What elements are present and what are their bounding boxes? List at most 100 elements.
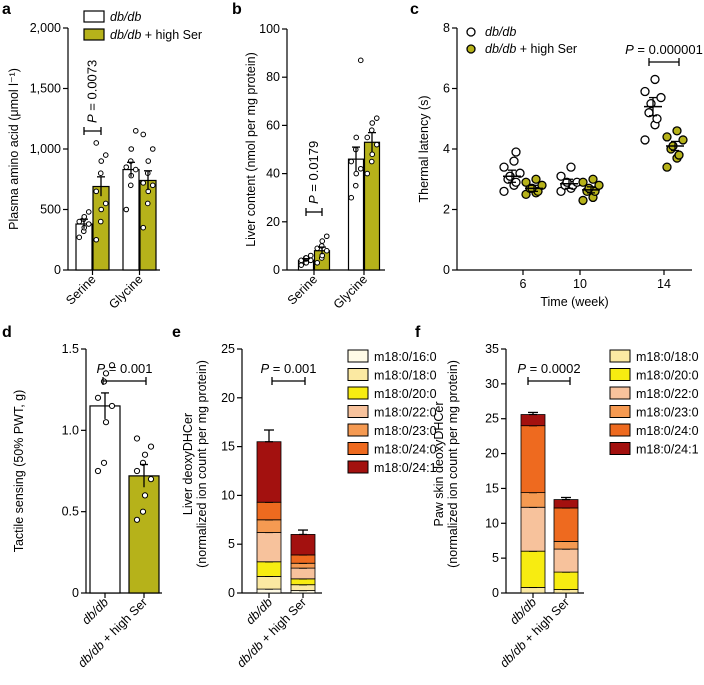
x-axis-label: Time (week) [540,295,608,309]
y-tick-label: 15 [221,440,235,454]
genotype: db/db [243,595,275,627]
bar-segment [256,532,282,563]
genotype: db/db [79,595,111,627]
bar-segment [290,562,316,569]
data-point [373,115,380,121]
y-tick-label: 1,500 [30,82,61,96]
p-value-label: P = 0.0179 [306,141,321,204]
data-point [147,476,155,483]
y-tick-label: 0 [72,586,79,600]
y-tick-label: 500 [40,203,61,217]
y-axis-label-line: (normalized ion count per mg protein) [446,360,460,568]
data-point [357,57,364,64]
legend-label: m18:0/20:0 [374,387,437,401]
y-tick-label: 60 [266,118,280,132]
data-point [140,180,147,186]
y-tick-label: 0.5 [62,505,79,519]
data-point [588,174,598,184]
legend-label: m18:0/24:0 [636,424,699,438]
bar-segment [520,414,546,427]
x-tick-label: Glycine [331,272,370,311]
y-tick-label: 25 [221,342,235,356]
y-tick-label: 0 [443,263,450,277]
y-tick-label: 20 [266,215,280,229]
data-point [499,162,509,172]
data-point [144,200,151,207]
bar-segment [520,425,546,494]
bar-segment [290,584,316,591]
data-point [678,135,688,145]
data-point [93,236,100,243]
data-point [364,170,371,177]
bar-segment [290,554,316,564]
y-tick-label: 80 [266,70,280,84]
legend-label: m18:0/24:1 [374,461,437,475]
panel-letter: a [2,1,11,18]
data-point [369,151,376,158]
data-point [662,162,672,172]
data-point [566,162,576,172]
legend-label: m18:0/24:0 [374,443,437,457]
legend-swatch [347,349,369,363]
legend-swatch [347,405,369,418]
legend-swatch [347,460,369,474]
data-point [132,128,139,134]
data-point [102,370,110,377]
y-tick-label: 8 [443,21,450,35]
y-axis-label: Plasma amino acid (μmol l⁻¹) [7,68,21,230]
data-point [357,165,364,172]
legend-label: m18:0/22:0 [636,387,699,401]
legend-swatch [347,423,369,437]
data-point [108,402,116,410]
y-tick-label: 2 [443,203,450,217]
p-value: = 0.0002 [526,361,581,376]
bar-segment [256,501,282,521]
bar-segment [553,507,579,542]
bar [89,405,121,594]
data-point [369,120,376,126]
y-tick-label: 5 [228,537,235,551]
data-point [102,152,109,158]
p-value: = 0.001 [105,361,152,376]
data-point [147,443,155,450]
y-tick-label: 0 [228,586,235,600]
data-point [662,132,672,142]
legend-label: m18:0/22:0 [374,406,437,420]
legend-marker [466,44,476,54]
y-tick-label: 5 [492,551,499,565]
data-point [94,394,102,401]
data-point [149,182,156,189]
data-point [133,467,141,475]
data-point [98,158,105,164]
legend-swatch [609,349,631,363]
bar-segment [520,506,546,552]
data-point [314,259,321,266]
y-tick-label: 25 [485,412,499,426]
y-tick-label: 1.5 [62,342,79,356]
data-point [123,206,130,213]
data-point [640,135,650,145]
data-point [348,194,355,201]
data-point [81,213,88,220]
x-tick-label: db/db + high Ser [75,595,150,670]
panel-letter: c [410,1,419,18]
p-symbol: P [85,114,100,123]
bar-segment [256,441,282,503]
data-point [139,508,147,515]
bar [92,185,110,271]
panel-c: c 0 2 4 6 8 6 10 14 Time (week) Thermal latency (s… [410,1,703,309]
p-value: = 0.0073 [85,60,100,115]
x-tick-label: 10 [573,277,587,291]
data-point [98,206,105,213]
p-value-label: P = 0.001 [96,361,152,376]
y-tick-label: 0 [492,586,499,600]
x-tick-label: 14 [657,277,671,291]
data-point [97,170,104,176]
data-point [140,224,147,231]
bar-segment [256,561,282,577]
p-symbol: P [306,195,321,204]
legend-label: m18:0/18:0 [636,350,699,364]
x-tick-label: Glycine [106,272,145,311]
data-point [353,134,360,141]
data-point [141,492,149,499]
